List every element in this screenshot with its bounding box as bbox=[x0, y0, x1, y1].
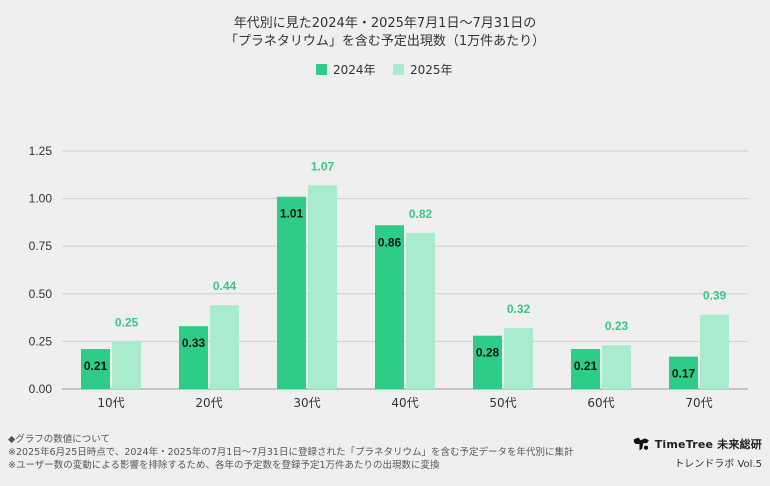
brand-block: TimeTree 未来総研 トレンドラボ Vol.5 bbox=[632, 436, 762, 470]
data-label-2025: 0.25 bbox=[115, 315, 139, 329]
x-category-label: 30代 bbox=[293, 396, 320, 410]
data-label-2024: 0.33 bbox=[182, 336, 206, 350]
data-label-2025: 0.23 bbox=[605, 319, 629, 333]
x-category-label: 40代 bbox=[391, 396, 418, 410]
bar-2024-30代 bbox=[277, 196, 306, 389]
bar-2025-40代 bbox=[406, 232, 435, 389]
y-tick-label: 1.00 bbox=[29, 192, 53, 206]
x-category-label: 20代 bbox=[195, 396, 222, 410]
footnote-heading: ◆グラフの数値について bbox=[8, 434, 111, 445]
data-label-2024: 0.17 bbox=[672, 367, 696, 381]
x-category-label: 10代 bbox=[97, 396, 124, 410]
data-label-2024: 0.86 bbox=[378, 235, 402, 249]
bar-2024-10代 bbox=[81, 349, 110, 389]
y-tick-label: 0.75 bbox=[29, 239, 53, 253]
chart: 年代別に見た2024年・2025年7月1日〜7月31日の 「プラネタリウム」を含… bbox=[29, 16, 748, 410]
bar-2024-50代 bbox=[473, 335, 502, 389]
bar-2025-20代 bbox=[210, 305, 239, 389]
gridlines bbox=[62, 150, 748, 390]
x-category-label: 70代 bbox=[685, 396, 712, 410]
x-category-label: 60代 bbox=[587, 396, 614, 410]
data-label-2024: 0.21 bbox=[84, 359, 108, 373]
y-tick-label: 1.25 bbox=[29, 144, 53, 158]
y-axis-ticks: 0.00 0.25 0.50 0.75 1.00 1.25 bbox=[29, 144, 53, 396]
data-label-2025: 0.82 bbox=[409, 207, 433, 221]
footnote-method: ※2025年6月25日時点で、2024年・2025年の7月1日〜7月31日に登録… bbox=[8, 447, 574, 458]
data-label-2024: 1.01 bbox=[280, 207, 304, 221]
bar-2025-70代 bbox=[700, 314, 729, 389]
y-tick-label: 0.00 bbox=[29, 382, 53, 396]
bar-2024-70代 bbox=[669, 356, 698, 389]
legend-label-2024: 2024年 bbox=[333, 63, 376, 77]
data-label-2025: 0.39 bbox=[703, 289, 727, 303]
bar-2025-10代 bbox=[112, 341, 141, 389]
bars bbox=[81, 185, 729, 389]
footnote: ◆グラフの数値について ※2025年6月25日時点で、2024年・2025年の7… bbox=[8, 433, 573, 472]
data-label-2025: 0.44 bbox=[213, 279, 237, 293]
bar-2024-40代 bbox=[375, 225, 404, 389]
legend-swatch-2024 bbox=[316, 64, 327, 75]
data-label-2024: 0.28 bbox=[476, 346, 500, 360]
bar-2025-60代 bbox=[602, 345, 631, 389]
chart-title-line-1: 年代別に見た2024年・2025年7月1日〜7月31日の bbox=[234, 16, 537, 31]
x-category-label: 50代 bbox=[489, 396, 516, 410]
legend: 2024年 2025年 bbox=[316, 63, 453, 77]
data-label-2025: 0.32 bbox=[507, 302, 531, 316]
footnote-normalization: ※ユーザー数の変動による影響を排除するため、各年の予定数を登録予定1万件あたりの… bbox=[8, 460, 440, 471]
y-tick-label: 0.50 bbox=[29, 287, 53, 301]
data-label-2024: 0.21 bbox=[574, 359, 598, 373]
bar-2025-50代 bbox=[504, 328, 533, 389]
timetree-logo-icon bbox=[633, 437, 649, 451]
y-tick-label: 0.25 bbox=[29, 334, 53, 348]
x-axis-categories: 10代 20代 30代 40代 50代 60代 70代 bbox=[97, 396, 712, 410]
brand-name: TimeTree 未来総研 bbox=[654, 438, 762, 451]
bar-2024-60代 bbox=[571, 349, 600, 389]
legend-swatch-2025 bbox=[393, 64, 404, 75]
data-labels: 0.21 0.25 0.33 0.44 1.01 1.07 0.86 0.82 0.28 0.32… bbox=[84, 159, 727, 380]
chart-title-line-2: 「プラネタリウム」を含む予定出現数（1万件あたり） bbox=[225, 33, 545, 49]
bar-2024-20代 bbox=[179, 326, 208, 389]
bar-2025-30代 bbox=[308, 185, 337, 389]
brand-subtitle: トレンドラボ Vol.5 bbox=[674, 459, 762, 470]
data-label-2025: 1.07 bbox=[311, 159, 335, 173]
legend-label-2025: 2025年 bbox=[410, 63, 453, 77]
